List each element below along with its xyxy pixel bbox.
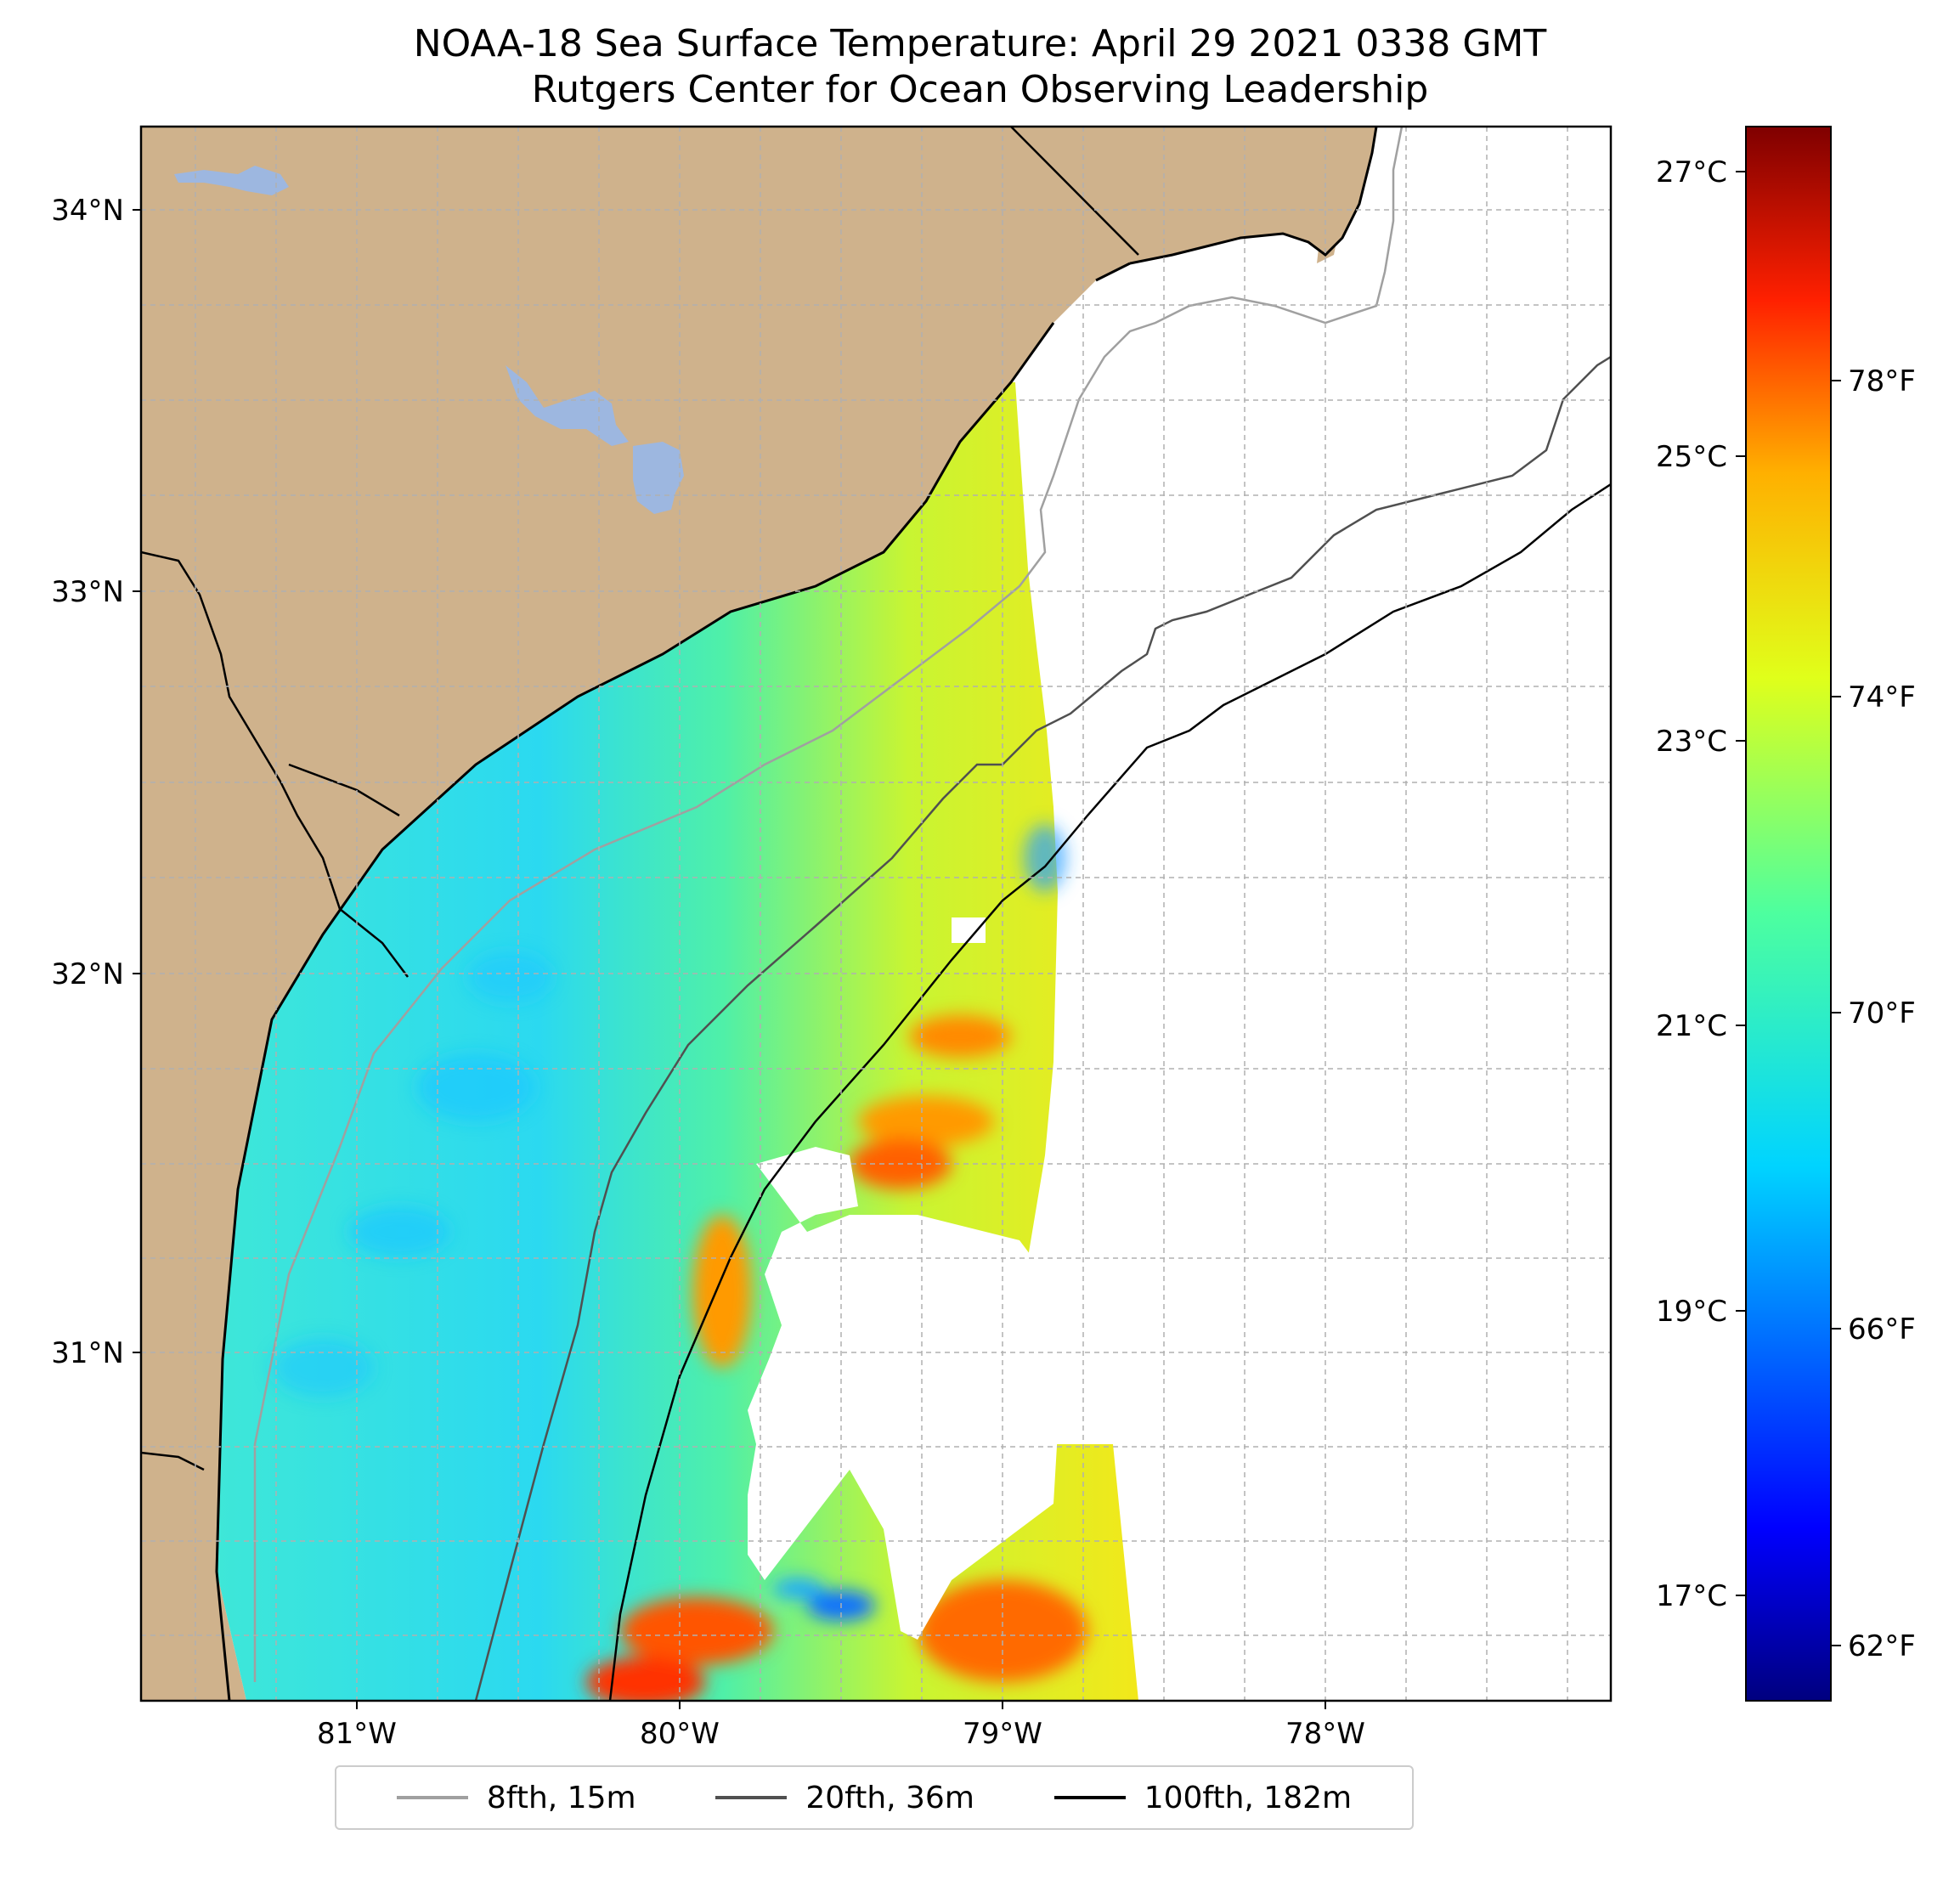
isobath-8fth [253, 127, 1404, 1682]
land-mass [141, 127, 1376, 1701]
lat-label-31: 31°N [51, 1336, 124, 1370]
colorbar-c-19: 19°C [1656, 1295, 1727, 1329]
colorbar-c-21: 21°C [1656, 1009, 1727, 1043]
legend-swatch-8fth [396, 1796, 468, 1799]
legend-swatch-100fth [1053, 1796, 1126, 1799]
colorbar-f-74: 74°F [1848, 680, 1916, 714]
legend-entry-8fth: 8fth, 15m [396, 1780, 636, 1815]
lon-label-79: 79°W [963, 1717, 1042, 1751]
legend-swatch-20fth [715, 1796, 788, 1799]
isobath-100fth [608, 483, 1611, 1701]
longitude-axis [356, 1701, 1326, 1709]
coastline [215, 127, 1378, 1701]
legend-label-20fth: 20fth, 36m [805, 1780, 974, 1815]
legend-entry-100fth: 100fth, 182m [1053, 1780, 1353, 1815]
gridlines [141, 127, 1611, 1701]
colorbar-celsius-ticks [1736, 171, 1746, 1596]
legend-entry-20fth: 20fth, 36m [715, 1781, 974, 1815]
lat-label-32: 32°N [51, 957, 124, 991]
lat-label-33: 33°N [51, 575, 124, 609]
map-title-line1: NOAA-18 Sea Surface Temperature: April 2… [413, 22, 1547, 65]
legend-label-100fth: 100fth, 182m [1144, 1780, 1353, 1815]
sst-swath [217, 382, 1138, 1701]
colorbar-c-25: 25°C [1656, 440, 1727, 474]
latitude-axis [133, 209, 141, 1353]
lon-label-78: 78°W [1285, 1717, 1365, 1751]
lat-label-34: 34°N [51, 194, 124, 228]
map-area [141, 127, 1611, 1701]
map-title-line2: Rutgers Center for Ocean Observing Leade… [531, 68, 1429, 111]
colorbar-c-23: 23°C [1656, 725, 1727, 759]
colorbar-f-66: 66°F [1848, 1313, 1916, 1346]
colorbar-fahrenheit-ticks [1831, 380, 1841, 1646]
colorbar-c-17: 17°C [1656, 1579, 1727, 1613]
legend-label-8fth: 8fth, 15m [486, 1780, 636, 1815]
lon-label-80: 80°W [640, 1717, 720, 1751]
lon-label-81: 81°W [317, 1717, 397, 1751]
isobath-20fth [474, 355, 1611, 1701]
map-border [139, 125, 1613, 1702]
colorbar [1745, 126, 1832, 1702]
isobath-legend: 8fth, 15m 20fth, 36m 100fth, 182m [335, 1765, 1414, 1830]
colorbar-f-62: 62°F [1848, 1629, 1916, 1663]
colorbar-f-78: 78°F [1848, 364, 1916, 398]
lakes [174, 166, 684, 514]
colorbar-f-70: 70°F [1848, 996, 1916, 1030]
colorbar-c-27: 27°C [1656, 155, 1727, 189]
